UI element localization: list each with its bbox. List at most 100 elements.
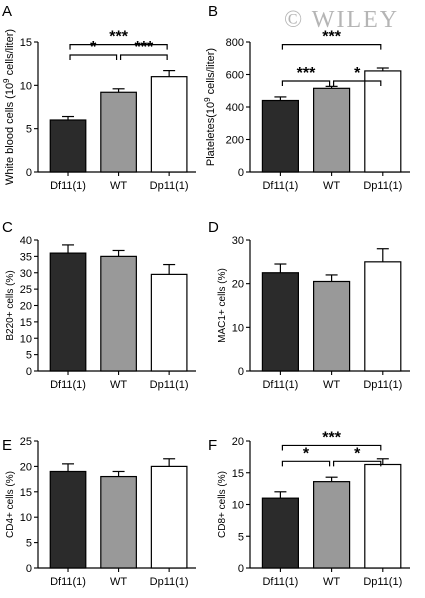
x-tick-label: Dp11(1) — [363, 379, 402, 391]
y-tick-label: 5 — [26, 124, 32, 136]
bar-df111 — [49, 470, 87, 569]
panel-c: C 0 5 10 15 20 25 30 35 40 B220+ cells (%) Df11(1) W… — [2, 219, 196, 391]
y-axis-label-main: White blood cells (10 — [4, 83, 16, 185]
y-tick-label: 20 — [20, 461, 32, 473]
bar-wt — [313, 280, 351, 372]
bar-wt — [100, 255, 137, 372]
x-tick-label: Df11(1) — [262, 379, 298, 391]
significance-bracket — [281, 44, 382, 50]
y-tick-label: 15 — [232, 468, 244, 480]
y-tick-label: 600 — [226, 70, 244, 82]
x-tick-label: WT — [110, 379, 127, 391]
y-axis-label-superscript: 9 — [2, 78, 11, 83]
x-tick-label: Df11(1) — [50, 379, 86, 391]
x-tick-label: Dp11(1) — [150, 180, 189, 192]
x-tick-label: WT — [323, 379, 340, 391]
x-tick-label: WT — [110, 576, 127, 588]
significance-bracket — [281, 444, 382, 451]
y-tick-label: 30 — [232, 235, 244, 247]
y-tick-label: 15 — [20, 317, 32, 329]
y-tick-label: 400 — [226, 102, 244, 114]
wiley-watermark: © WILEY — [284, 7, 400, 33]
bar-dp111 — [150, 76, 188, 173]
x-tick-label: Dp11(1) — [363, 576, 402, 588]
panel-letter: E — [2, 437, 12, 454]
significance-label: * — [354, 445, 361, 462]
y-axis-label-tail: cells/liter) — [205, 48, 217, 98]
x-tick-label: WT — [323, 180, 340, 192]
bar-wt — [313, 481, 351, 569]
y-tick-label: 0 — [26, 563, 32, 575]
significance-label: * — [303, 445, 310, 462]
y-tick-label: 35 — [20, 251, 32, 263]
bar-df111 — [261, 272, 299, 372]
y-axis-label-main: MAC1+ cells (%) — [217, 268, 228, 343]
bar-dp111 — [150, 465, 188, 569]
y-axis-label-main: Plateletes(10 — [205, 102, 217, 166]
y-tick-label: 10 — [232, 322, 244, 334]
significance-label: *** — [322, 429, 341, 446]
significance-label: *** — [135, 39, 154, 56]
significance-bracket — [333, 80, 382, 86]
panel-d: D 0 10 20 30 MAC1+ cells (%) Df11(1) WT Dp11(1) — [208, 219, 410, 391]
significance-label: * — [354, 65, 361, 82]
y-axis-label: MAC1+ cells (%) — [217, 268, 228, 343]
x-tick-label: Df11(1) — [262, 180, 298, 192]
y-tick-label: 0 — [238, 167, 244, 179]
y-tick-label: 40 — [20, 235, 32, 247]
y-tick-label: 20 — [232, 436, 244, 448]
y-tick-label: 10 — [20, 512, 32, 524]
panel-letter: B — [208, 3, 218, 20]
y-axis-label: CD8+ cells (%) — [217, 471, 228, 538]
panel-letter: C — [2, 219, 13, 236]
bar-dp111 — [150, 273, 188, 372]
y-tick-label: 5 — [26, 538, 32, 550]
y-tick-label: 0 — [238, 563, 244, 575]
x-tick-label: Df11(1) — [50, 180, 86, 192]
panel-e: E 0 5 10 15 20 25 CD4+ cells (%) Df11(1) WT Dp11(1… — [2, 436, 196, 588]
significance-label: * — [90, 39, 97, 56]
bar-df111 — [49, 252, 87, 372]
panel-b: B 0 200 400 600 800 Plateletes(109 cells/liter… — [203, 3, 410, 192]
y-axis-label-tail: cells/liter) — [4, 29, 16, 79]
x-tick-label: Df11(1) — [262, 576, 298, 588]
y-axis-label: B220+ cells (%) — [5, 270, 16, 340]
y-tick-label: 15 — [20, 37, 32, 49]
y-axis-label-main: CD4+ cells (%) — [5, 471, 16, 538]
significance-bracket — [333, 460, 382, 467]
significance-bracket — [119, 54, 168, 60]
x-tick-label: WT — [323, 576, 340, 588]
y-axis-label-superscript: 9 — [203, 97, 212, 102]
panel-letter: A — [2, 3, 12, 20]
y-tick-label: 15 — [20, 487, 32, 499]
x-tick-label: WT — [110, 180, 127, 192]
y-axis-label: CD4+ cells (%) — [5, 471, 16, 538]
significance-label: *** — [297, 65, 316, 82]
panel-f: F 0 5 10 15 20 CD8+ cells (%) Df11(1) WT Dp11(1) *… — [208, 429, 410, 588]
bar-df111 — [261, 99, 299, 173]
significance-bracket — [69, 54, 118, 60]
bar-dp111 — [364, 261, 402, 372]
bar-wt — [313, 87, 351, 173]
y-tick-label: 5 — [26, 350, 32, 362]
y-axis-label-main: CD8+ cells (%) — [217, 471, 228, 538]
y-tick-label: 200 — [226, 135, 244, 147]
bar-dp111 — [364, 70, 402, 173]
bar-dp111 — [364, 463, 402, 569]
significance-bracket — [69, 44, 168, 50]
significance-label: *** — [109, 29, 128, 46]
significance-bracket — [281, 80, 331, 86]
y-tick-label: 25 — [20, 436, 32, 448]
significance-label: *** — [322, 29, 341, 46]
y-tick-label: 10 — [20, 80, 32, 92]
x-tick-label: Dp11(1) — [363, 180, 402, 192]
x-tick-label: Df11(1) — [50, 576, 86, 588]
bar-wt — [100, 91, 137, 173]
x-tick-label: Dp11(1) — [150, 379, 189, 391]
y-tick-label: 10 — [232, 500, 244, 512]
panel-letter: D — [208, 219, 219, 236]
bar-wt — [100, 475, 137, 569]
bar-df111 — [261, 497, 299, 569]
